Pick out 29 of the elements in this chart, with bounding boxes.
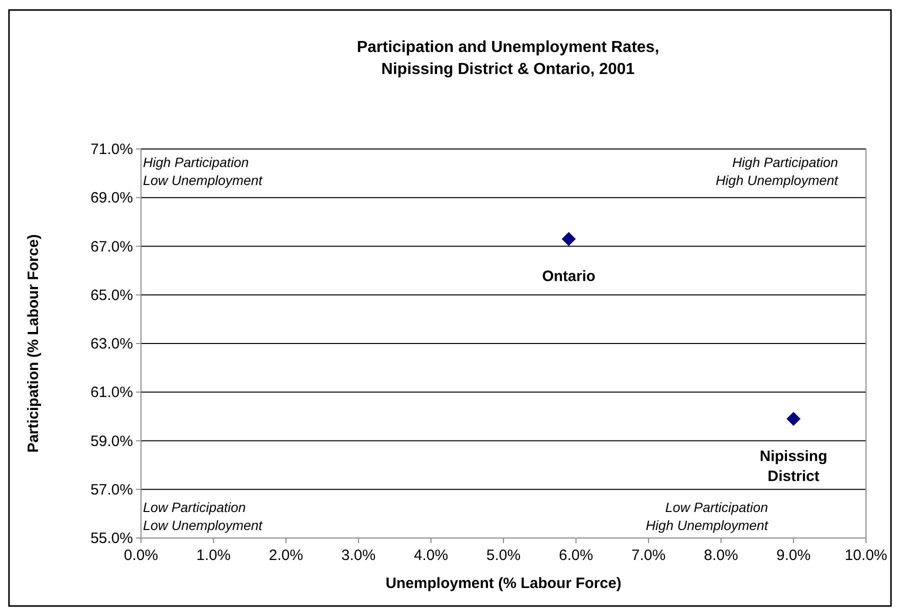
x-tick-label: 3.0% — [341, 547, 376, 564]
data-label: Nipissing District — [760, 448, 828, 485]
y-tick-label: 69.0% — [90, 190, 133, 207]
x-tick-label: 2.0% — [268, 547, 304, 564]
annotation: High Participation High Unemployment — [716, 155, 840, 188]
y-tick-label: 61.0% — [90, 384, 133, 402]
y-tick-label: 65.0% — [90, 286, 133, 304]
y-tick-label: 63.0% — [90, 336, 133, 352]
chart-title: Participation and Unemployment Rates, Nipissing District & Ontario, 2001 — [356, 39, 660, 78]
x-tick-label: 9.0% — [776, 547, 811, 564]
y-tick-label: 71.0% — [90, 141, 133, 158]
y-tick-label: 59.0% — [90, 432, 133, 450]
x-tick-label: 0.0% — [124, 547, 158, 564]
x-tick-label: 4.0% — [414, 547, 448, 564]
y-tick-label: 67.0% — [90, 238, 133, 256]
x-tick-label: 1.0% — [196, 547, 231, 564]
x-tick-label: 10.0% — [844, 547, 888, 564]
x-tick-label: 8.0% — [704, 547, 738, 564]
x-tick-label: 7.0% — [631, 547, 666, 564]
y-axis-title: Participation (% Labour Force) — [25, 234, 42, 453]
x-tick-label: 5.0% — [486, 547, 521, 564]
y-tick-label: 55.0% — [90, 530, 133, 547]
annotation: Low Participation High Unemployment — [646, 500, 770, 533]
data-label: Ontario — [542, 268, 596, 285]
annotation: Low Participation Low Unemployment — [143, 500, 264, 533]
y-tick-label: 57.0% — [90, 481, 133, 498]
x-tick-label: 6.0% — [558, 547, 594, 564]
x-axis-title: Unemployment (% Labour Force) — [386, 575, 622, 592]
annotation: High Participation Low Unemployment — [143, 155, 264, 188]
